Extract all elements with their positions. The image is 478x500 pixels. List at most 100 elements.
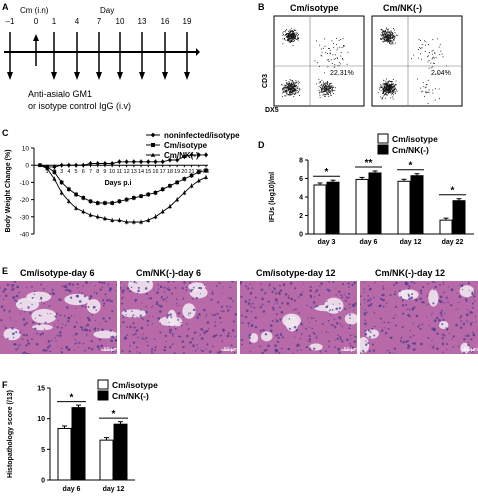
- cell-nucleus: [395, 324, 397, 327]
- cell-nucleus: [401, 304, 405, 307]
- cell-nucleus: [173, 352, 176, 354]
- cell-nucleus: [212, 335, 216, 338]
- flow-event-dot: [386, 31, 388, 33]
- flow-event-dot: [290, 29, 291, 31]
- cell-nucleus: [348, 303, 351, 306]
- cell-nucleus: [15, 331, 18, 334]
- flow-event-dot: [390, 91, 392, 93]
- flow-event-dot: [389, 91, 391, 92]
- cell-nucleus: [313, 332, 316, 335]
- flow-event-dot: [388, 91, 390, 93]
- chart-f-category-label: day 6: [63, 486, 81, 493]
- flow-event-dot: [288, 37, 290, 39]
- cell-nucleus: [55, 340, 57, 342]
- cell-nucleus: [364, 319, 367, 322]
- flow-xlabel: DX5: [265, 107, 279, 114]
- cell-nucleus: [410, 281, 412, 283]
- flow-event-dot: [328, 88, 330, 89]
- flow-event-dot: [291, 85, 293, 86]
- cell-nucleus: [407, 344, 410, 347]
- chart-c-point: [66, 163, 72, 168]
- cell-nucleus: [417, 325, 420, 328]
- cell-nucleus: [299, 337, 301, 340]
- flow-event-dot: [290, 92, 292, 94]
- alveolar-space: [159, 316, 180, 326]
- flow-event-dot: [392, 84, 394, 85]
- chart-c-point: [168, 184, 172, 188]
- cell-nucleus: [129, 325, 132, 329]
- cell-nucleus: [265, 348, 268, 352]
- cell-nucleus: [206, 321, 210, 324]
- cell-nucleus: [471, 302, 474, 305]
- cell-nucleus: [369, 331, 372, 333]
- cell-nucleus: [66, 306, 69, 309]
- cell-nucleus: [121, 296, 124, 299]
- flow-event-dot: [293, 33, 295, 35]
- flow-event-dot: [293, 84, 295, 86]
- cell-nucleus: [53, 293, 56, 296]
- cell-nucleus: [200, 337, 204, 340]
- cell-nucleus: [74, 307, 77, 309]
- flow-event-dot: [421, 58, 422, 60]
- flow-event-dot: [392, 89, 394, 91]
- cell-nucleus: [90, 282, 92, 284]
- cell-nucleus: [348, 296, 350, 299]
- cell-nucleus: [441, 323, 444, 326]
- flow-event-dot: [389, 83, 390, 85]
- flow-event-dot: [292, 80, 293, 82]
- histology-image-4: [360, 281, 478, 354]
- flow-event-dot: [387, 39, 389, 41]
- flow-event-dot: [380, 84, 382, 86]
- cell-nucleus: [241, 314, 244, 317]
- cell-nucleus: [272, 286, 275, 289]
- cell-nucleus: [339, 318, 341, 320]
- cell-nucleus: [338, 290, 341, 293]
- chart-c-legend-marker: [150, 152, 156, 157]
- cell-nucleus: [413, 282, 416, 285]
- cell-nucleus: [333, 325, 336, 328]
- cell-nucleus: [348, 307, 351, 309]
- flow-event-dot: [297, 92, 299, 94]
- cell-nucleus: [407, 294, 411, 297]
- flow-event-dot: [441, 53, 443, 55]
- flow-event-dot: [293, 84, 295, 86]
- cell-nucleus: [188, 281, 190, 282]
- cell-nucleus: [367, 299, 370, 301]
- cell-nucleus: [306, 339, 308, 342]
- cell-nucleus: [348, 327, 350, 329]
- flow-event-dot: [321, 88, 322, 90]
- flow-event-dot: [387, 88, 389, 90]
- flow-event-dot: [422, 82, 424, 84]
- cell-nucleus: [441, 333, 444, 336]
- cell-nucleus: [415, 314, 419, 318]
- flow-event-dot: [291, 88, 293, 90]
- cell-nucleus: [326, 288, 329, 291]
- cell-nucleus: [445, 327, 447, 329]
- cell-nucleus: [462, 322, 466, 326]
- cell-nucleus: [95, 309, 98, 311]
- flow-event-dot: [324, 72, 325, 74]
- cell-nucleus: [248, 299, 251, 301]
- cell-nucleus: [88, 312, 90, 314]
- cell-nucleus: [389, 336, 393, 340]
- cell-nucleus: [261, 303, 264, 306]
- flow-event-dot: [289, 83, 290, 85]
- cell-nucleus: [254, 326, 258, 329]
- cell-nucleus: [19, 312, 22, 315]
- cell-nucleus: [12, 296, 15, 299]
- alveolar-space: [344, 313, 357, 325]
- cell-nucleus: [45, 349, 48, 352]
- flow-event-dot: [327, 66, 329, 68]
- cell-nucleus: [462, 351, 466, 354]
- cell-nucleus: [249, 342, 252, 345]
- flow-event-dot: [290, 35, 292, 37]
- cell-nucleus: [159, 331, 162, 334]
- flow-event-dot: [340, 55, 342, 57]
- flow-event-dot: [392, 41, 394, 43]
- chart-d-y-tick-label: 0: [299, 232, 303, 239]
- chart-d-legend-label: Cm/NK(-): [392, 145, 429, 155]
- flow-event-dot: [328, 61, 330, 62]
- flow-event-dot: [284, 38, 285, 40]
- flow-event-dot: [319, 44, 321, 46]
- cell-nucleus: [438, 323, 440, 325]
